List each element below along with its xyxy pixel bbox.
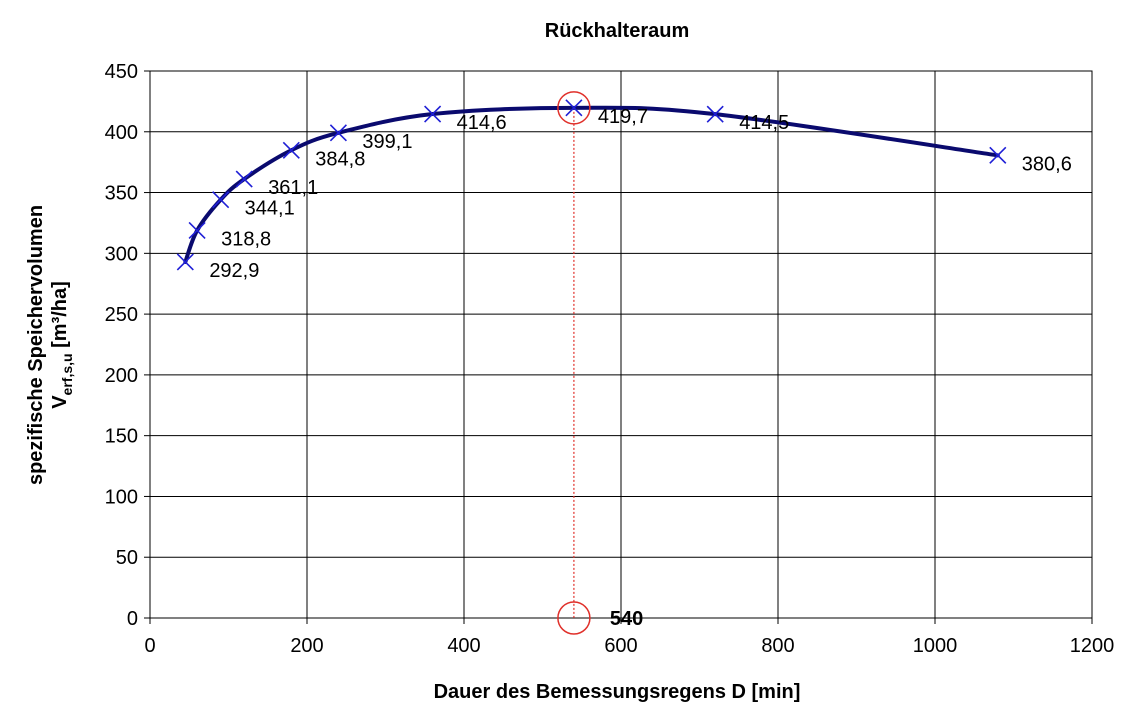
data-point (329, 124, 347, 142)
data-label: 318,8 (221, 228, 271, 250)
chart-title: Rückhalteraum (545, 20, 690, 42)
x-axis-label: Dauer des Bemessungsregens D [min] (434, 681, 801, 703)
data-label: 419,7 (598, 106, 648, 128)
data-point (565, 99, 583, 117)
y-axis-label-unit: [m³/ha] (49, 281, 71, 353)
y-tick-label: 250 (105, 304, 138, 326)
data-label: 380,6 (1022, 153, 1072, 175)
y-tick-label: 350 (105, 183, 138, 205)
y-tick-label: 200 (105, 365, 138, 387)
y-axis-ticks: 0 50 100 150 200 250 300 350 400 450 (105, 61, 150, 630)
y-tick-label: 400 (105, 122, 138, 144)
data-label: 414,5 (739, 112, 789, 134)
highlight-circle-axis (557, 601, 591, 635)
x-axis-ticks: 0 200 400 600 800 1000 1200 (144, 618, 1114, 657)
gridlines (149, 70, 1093, 619)
data-label: 414,6 (457, 112, 507, 134)
x-tick-label: 400 (447, 635, 480, 657)
data-point (424, 105, 442, 123)
y-axis-label-line1: spezifische Speichervolumen (25, 205, 47, 485)
y-axis-label-line2: Verf,s,u [m³/ha] (49, 281, 75, 409)
highlight-circle-max (557, 91, 591, 125)
y-axis-label: spezifische Speichervolumen Verf,s,u [m³… (25, 205, 75, 485)
data-point (176, 253, 194, 271)
x-tick-label: 1000 (913, 635, 958, 657)
y-axis-label-symbol: V (49, 395, 71, 409)
x-tick-label: 800 (761, 635, 794, 657)
data-label: 292,9 (209, 260, 259, 282)
data-point (989, 146, 1007, 164)
y-tick-label: 50 (116, 547, 138, 569)
x-tick-label: 600 (604, 635, 637, 657)
data-label: 344,1 (245, 198, 295, 220)
data-point (706, 105, 724, 123)
data-label: 384,8 (315, 148, 365, 170)
data-points (176, 99, 1007, 271)
y-tick-label: 100 (105, 486, 138, 508)
data-point (282, 141, 300, 159)
data-point (235, 170, 253, 188)
data-label: 361,1 (268, 177, 318, 199)
x-tick-label: 0 (144, 635, 155, 657)
y-tick-label: 0 (127, 608, 138, 630)
data-point (212, 191, 230, 209)
y-axis-label-subscript: erf,s,u (59, 353, 75, 395)
y-tick-label: 150 (105, 426, 138, 448)
y-tick-label: 300 (105, 243, 138, 265)
y-tick-label: 450 (105, 61, 138, 83)
x-tick-label: 200 (290, 635, 323, 657)
x-tick-label: 1200 (1070, 635, 1115, 657)
data-point (188, 221, 206, 240)
data-label: 399,1 (362, 131, 412, 153)
highlight-duration-label: 540 (610, 608, 643, 630)
